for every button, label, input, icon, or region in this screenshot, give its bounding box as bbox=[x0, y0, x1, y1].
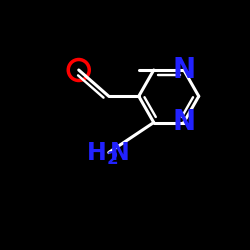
Text: N: N bbox=[110, 140, 130, 164]
Text: 2: 2 bbox=[106, 150, 118, 168]
Text: N: N bbox=[172, 56, 195, 84]
Text: H: H bbox=[86, 140, 106, 164]
Text: N: N bbox=[172, 108, 195, 136]
